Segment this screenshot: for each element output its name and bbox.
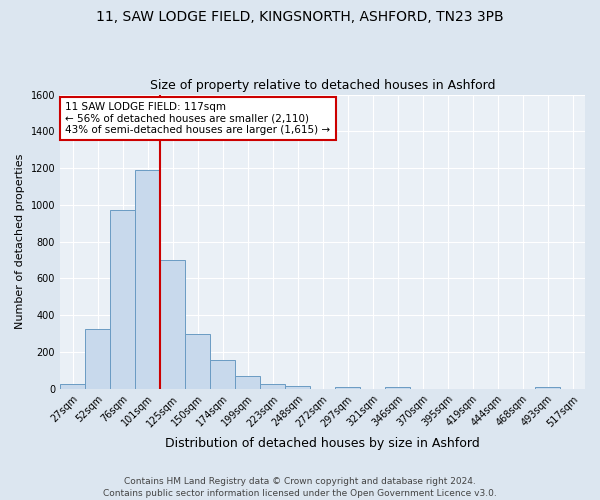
Title: Size of property relative to detached houses in Ashford: Size of property relative to detached ho… [150,79,495,92]
Bar [160,260,185,389]
Text: 11, SAW LODGE FIELD, KINGSNORTH, ASHFORD, TN23 3PB: 11, SAW LODGE FIELD, KINGSNORTH, ASHFORD… [96,10,504,24]
Bar [110,210,135,389]
Bar [285,386,310,389]
Bar [260,384,285,389]
Bar [335,387,360,389]
Text: Contains HM Land Registry data © Crown copyright and database right 2024.
Contai: Contains HM Land Registry data © Crown c… [103,476,497,498]
Y-axis label: Number of detached properties: Number of detached properties [15,154,25,330]
Bar [385,387,410,389]
Bar [135,170,160,389]
Text: 11 SAW LODGE FIELD: 117sqm
← 56% of detached houses are smaller (2,110)
43% of s: 11 SAW LODGE FIELD: 117sqm ← 56% of deta… [65,102,331,135]
Bar [60,384,85,389]
Bar [235,376,260,389]
Bar [185,334,210,389]
Bar [85,329,110,389]
Bar [535,387,560,389]
Bar [210,360,235,389]
X-axis label: Distribution of detached houses by size in Ashford: Distribution of detached houses by size … [165,437,480,450]
